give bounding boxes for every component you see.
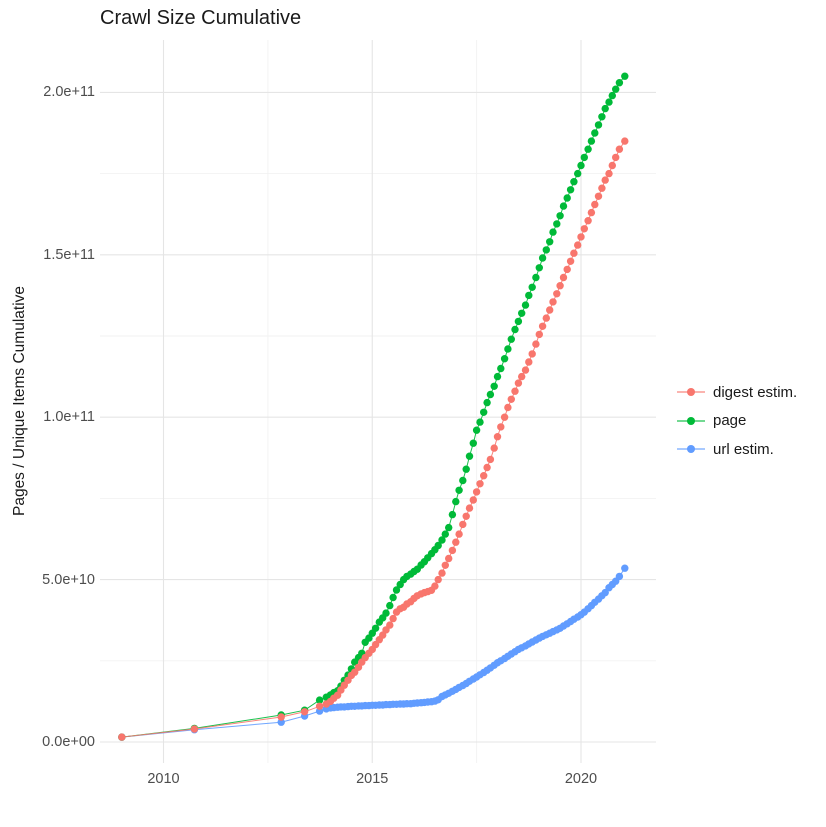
y-tick-label: 5.0e+10 (42, 571, 95, 588)
chart-title: Crawl Size Cumulative (100, 7, 302, 29)
minor-gridlines (100, 40, 656, 763)
legend-item-label: digest estim. (713, 383, 798, 401)
x-tick-label: 2015 (356, 771, 389, 787)
legend-item: url estim. (676, 435, 797, 464)
x-tick-label: 2010 (147, 771, 180, 787)
series-url-estim (118, 564, 629, 741)
x-tick-label: 2020 (564, 771, 598, 787)
legend-item-label: url estim. (713, 440, 774, 458)
legend-item: page (676, 407, 797, 436)
legend-item: digest estim. (676, 378, 797, 407)
legend-key-icon (676, 384, 706, 400)
y-tick-label: 1.0e+11 (43, 409, 95, 426)
y-tick-label: 1.5e+11 (43, 246, 95, 263)
major-gridlines (100, 40, 656, 763)
legend-key-icon (676, 441, 706, 457)
y-axis-title: Pages / Unique Items Cumulative (11, 285, 28, 517)
y-tick-label: 2.0e+11 (43, 84, 95, 101)
series-page (118, 72, 629, 741)
legend-item-label: page (713, 412, 747, 430)
series-digest-estim (118, 137, 629, 741)
legend: digest estim. page url estim. (676, 378, 797, 464)
y-tick-label: 0.0e+00 (42, 734, 95, 750)
legend-key-icon (676, 413, 706, 429)
